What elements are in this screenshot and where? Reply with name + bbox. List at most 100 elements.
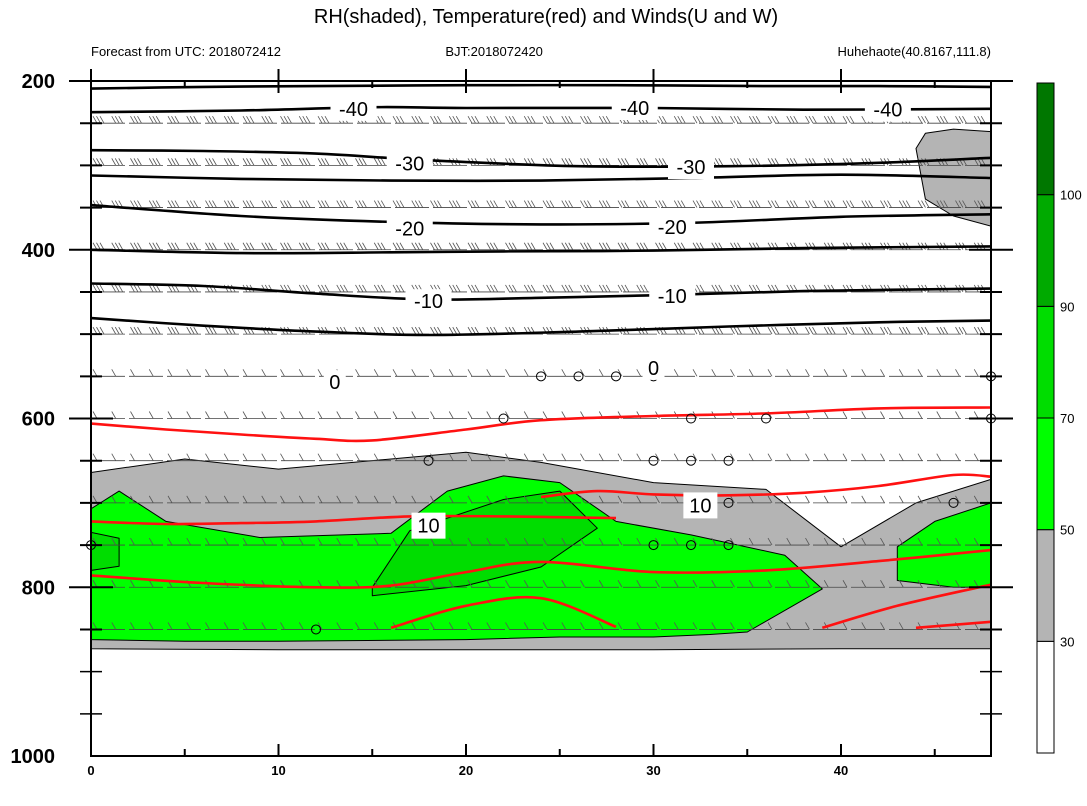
wind-barb-tick (130, 369, 135, 377)
wind-barb-tick (118, 158, 124, 166)
wind-barb-tick (842, 453, 848, 461)
wind-barb-tick (605, 115, 611, 124)
wind-barb-tick (898, 537, 904, 546)
wind-barb-tick (261, 115, 267, 124)
wind-barb-tick (640, 81, 641, 82)
wind-barb-tick (730, 326, 735, 335)
wind-barb-tick (542, 622, 548, 630)
wind-barb-tick (602, 158, 608, 166)
rh-region (91, 531, 120, 571)
wind-barb-tick (842, 115, 848, 124)
wind-barb-tick (137, 200, 142, 208)
wind-barb-tick (771, 81, 772, 82)
wind-barb-tick (523, 580, 529, 588)
wind-barb-tick (530, 200, 536, 208)
wind-barb-tick (505, 453, 510, 461)
wind-barb-tick (455, 242, 461, 250)
wind-barb-tick (242, 242, 248, 250)
wind-barb-tick (223, 326, 229, 335)
wind-barb-tick (133, 284, 139, 293)
wind-barb-tick (305, 200, 311, 208)
colorbar: 30 50 70 90 100 (1036, 82, 1082, 754)
calm-wind-circle (498, 413, 509, 424)
wind-barb-tick (489, 284, 495, 293)
wind-barb-tick (756, 81, 757, 82)
wind-barb-tick (298, 200, 304, 208)
wind-barb-tick (399, 326, 405, 335)
wind-barb-tick (846, 326, 851, 335)
wind-barb-tick (861, 495, 867, 504)
wind-barb-tick (730, 200, 735, 208)
wind-barb-tick (111, 158, 117, 166)
contour-label: -10 (658, 286, 687, 308)
wind-barb-tick (842, 411, 848, 419)
wind-barb-tick (898, 369, 904, 377)
contour-label-bg (668, 155, 714, 180)
temperature-contours-cold (91, 83, 991, 337)
wind-barb-tick (118, 115, 124, 124)
colorbar-segment (1036, 640, 1055, 754)
wind-barb-tick (1000, 158, 1004, 165)
wind-barb-tick (767, 537, 773, 546)
wind-barb-tick (639, 284, 645, 293)
wind-barb-tick (242, 622, 248, 630)
wind-barb-tick (643, 242, 649, 250)
wind-barb-tick (609, 81, 611, 82)
wind-barb-tick (268, 242, 274, 250)
wind-barb-tick (265, 81, 266, 82)
wind-barb-tick (587, 158, 592, 166)
wind-barb-tick (830, 326, 836, 335)
wind-barb-tick (580, 115, 585, 124)
contour-labels: -40 -40 -40 -30 -30 -20 -20 -10 -10 0 0 10 10 (323, 96, 911, 539)
wind-barb-tick (264, 158, 270, 166)
wind-barb-tick (955, 369, 960, 377)
wind-barb-tick (789, 200, 795, 208)
wind-barb-tick (617, 158, 623, 166)
wind-barb-tick (546, 242, 551, 250)
wind-barb-tick (778, 81, 779, 82)
wind-barb-tick (358, 200, 364, 208)
wind-barb-tick (898, 411, 904, 419)
wind-barb-tick (355, 453, 360, 461)
wind-barb-tick (587, 81, 588, 82)
wind-barb-tick (527, 81, 529, 82)
wind-barb-tick (861, 411, 867, 419)
wind-barb-tick (291, 81, 292, 82)
wind-barb-tick (730, 284, 735, 293)
wind-barb-tick (733, 158, 739, 166)
wind-barb-tick (486, 284, 492, 293)
wind-barb-tick (111, 622, 117, 630)
wind-barb-tick (598, 284, 604, 293)
wind-barb-tick (981, 81, 982, 82)
isotherm-line (91, 245, 991, 255)
wind-barb-tick (696, 200, 701, 208)
wind-barb-tick (347, 81, 348, 82)
wind-barb-tick (186, 622, 192, 630)
wind-barb-tick (186, 369, 192, 377)
wind-barb-tick (673, 369, 679, 377)
wind-barb-tick (692, 622, 698, 630)
wind-barb-tick (823, 200, 829, 208)
wind-barb-tick (973, 580, 979, 588)
wind-barb-tick (868, 200, 874, 208)
wind-barb-tick (167, 622, 173, 630)
wind-barb-tick (190, 81, 191, 82)
wind-barb-tick (114, 284, 120, 293)
wind-barb-tick (92, 326, 98, 335)
wind-barb-tick (993, 116, 997, 123)
wind-barb-tick (186, 158, 192, 166)
wind-barb-tick (261, 369, 267, 377)
wind-barb-tick (883, 200, 889, 208)
wind-barb-tick (505, 495, 510, 504)
wind-barb-tick (355, 158, 360, 166)
wind-barb-tick (662, 200, 667, 208)
wind-barb-tick (111, 242, 117, 250)
wind-barb-tick (399, 284, 405, 293)
wind-barb-tick (861, 622, 867, 630)
wind-barb-tick (955, 537, 960, 546)
wind-barb-tick (655, 200, 660, 208)
wind-barb-tick (155, 242, 161, 250)
wind-barb-tick (636, 495, 642, 504)
wind-barb-tick (598, 158, 604, 166)
wind-barb-tick (430, 200, 435, 208)
